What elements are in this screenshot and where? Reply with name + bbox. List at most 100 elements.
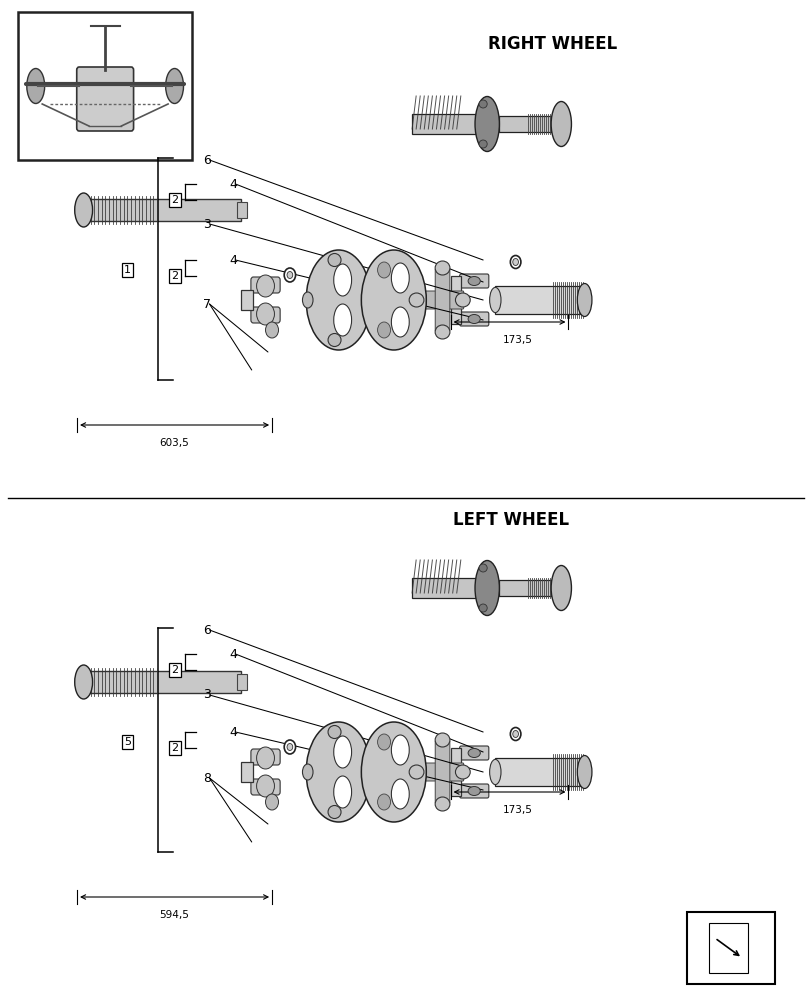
Ellipse shape: [478, 604, 487, 612]
Circle shape: [256, 747, 274, 769]
Ellipse shape: [165, 69, 183, 104]
Circle shape: [377, 734, 390, 750]
FancyBboxPatch shape: [435, 741, 449, 803]
Text: 173,5: 173,5: [503, 335, 532, 345]
FancyBboxPatch shape: [84, 199, 241, 221]
Text: 3: 3: [203, 688, 211, 702]
Ellipse shape: [409, 765, 423, 779]
FancyBboxPatch shape: [76, 67, 133, 131]
Ellipse shape: [467, 786, 479, 796]
Ellipse shape: [467, 315, 479, 324]
Text: 1: 1: [124, 265, 131, 275]
Ellipse shape: [284, 740, 295, 754]
FancyBboxPatch shape: [251, 779, 280, 795]
FancyBboxPatch shape: [495, 286, 584, 314]
FancyBboxPatch shape: [459, 312, 488, 326]
Circle shape: [265, 794, 278, 810]
FancyBboxPatch shape: [411, 114, 490, 134]
Ellipse shape: [513, 258, 517, 265]
FancyBboxPatch shape: [499, 116, 556, 132]
Circle shape: [265, 322, 278, 338]
Ellipse shape: [27, 69, 45, 104]
Ellipse shape: [361, 250, 426, 350]
Text: 5: 5: [124, 737, 131, 747]
Text: 173,5: 173,5: [503, 805, 532, 815]
Text: 2: 2: [171, 195, 178, 205]
Ellipse shape: [577, 284, 591, 316]
Ellipse shape: [361, 722, 426, 822]
Ellipse shape: [509, 255, 521, 268]
Ellipse shape: [577, 756, 591, 788]
Ellipse shape: [328, 806, 341, 818]
FancyBboxPatch shape: [237, 202, 247, 218]
Ellipse shape: [435, 733, 449, 747]
Ellipse shape: [467, 748, 479, 758]
FancyBboxPatch shape: [451, 748, 461, 796]
Text: RIGHT WHEEL: RIGHT WHEEL: [487, 35, 616, 53]
Ellipse shape: [391, 779, 409, 809]
FancyBboxPatch shape: [417, 291, 463, 309]
Circle shape: [377, 794, 390, 810]
Ellipse shape: [489, 287, 500, 313]
Ellipse shape: [328, 253, 341, 266]
Ellipse shape: [551, 102, 571, 146]
Ellipse shape: [509, 728, 521, 740]
Ellipse shape: [302, 764, 312, 780]
FancyBboxPatch shape: [251, 749, 280, 765]
Ellipse shape: [75, 193, 92, 227]
Ellipse shape: [333, 776, 351, 808]
Ellipse shape: [513, 730, 517, 738]
FancyBboxPatch shape: [686, 912, 774, 984]
FancyBboxPatch shape: [241, 290, 253, 310]
Text: 4: 4: [229, 253, 237, 266]
Ellipse shape: [333, 736, 351, 768]
FancyBboxPatch shape: [18, 12, 192, 160]
Text: 6: 6: [203, 624, 211, 637]
FancyBboxPatch shape: [84, 671, 241, 693]
Ellipse shape: [75, 665, 92, 699]
FancyBboxPatch shape: [495, 758, 584, 786]
FancyBboxPatch shape: [459, 784, 488, 798]
FancyBboxPatch shape: [459, 274, 488, 288]
FancyBboxPatch shape: [708, 923, 748, 973]
FancyBboxPatch shape: [459, 746, 488, 760]
Ellipse shape: [328, 334, 341, 347]
Ellipse shape: [478, 100, 487, 108]
FancyBboxPatch shape: [251, 307, 280, 323]
Ellipse shape: [467, 276, 479, 286]
Ellipse shape: [333, 304, 351, 336]
Text: 8: 8: [203, 772, 211, 784]
Ellipse shape: [474, 560, 499, 615]
Ellipse shape: [306, 250, 371, 350]
Ellipse shape: [391, 307, 409, 337]
Text: 7: 7: [203, 298, 211, 310]
Circle shape: [377, 322, 390, 338]
Ellipse shape: [391, 735, 409, 765]
Text: 603,5: 603,5: [160, 438, 189, 448]
Ellipse shape: [284, 268, 295, 282]
Text: 3: 3: [203, 218, 211, 231]
Ellipse shape: [409, 293, 423, 307]
Ellipse shape: [489, 759, 500, 785]
Ellipse shape: [478, 564, 487, 572]
Circle shape: [256, 303, 274, 325]
FancyBboxPatch shape: [237, 674, 247, 690]
Ellipse shape: [286, 744, 292, 750]
Text: LEFT WHEEL: LEFT WHEEL: [453, 511, 569, 529]
Circle shape: [256, 775, 274, 797]
Text: 594,5: 594,5: [160, 910, 189, 920]
Ellipse shape: [306, 722, 371, 822]
Ellipse shape: [391, 263, 409, 293]
Circle shape: [256, 275, 274, 297]
FancyBboxPatch shape: [435, 269, 449, 331]
Text: 2: 2: [171, 271, 178, 281]
Text: 4: 4: [229, 648, 237, 660]
Ellipse shape: [474, 97, 499, 151]
Ellipse shape: [302, 292, 312, 308]
Ellipse shape: [328, 726, 341, 738]
Ellipse shape: [455, 765, 470, 779]
Circle shape: [377, 262, 390, 278]
FancyBboxPatch shape: [417, 763, 463, 781]
Ellipse shape: [478, 140, 487, 148]
Ellipse shape: [286, 271, 292, 278]
